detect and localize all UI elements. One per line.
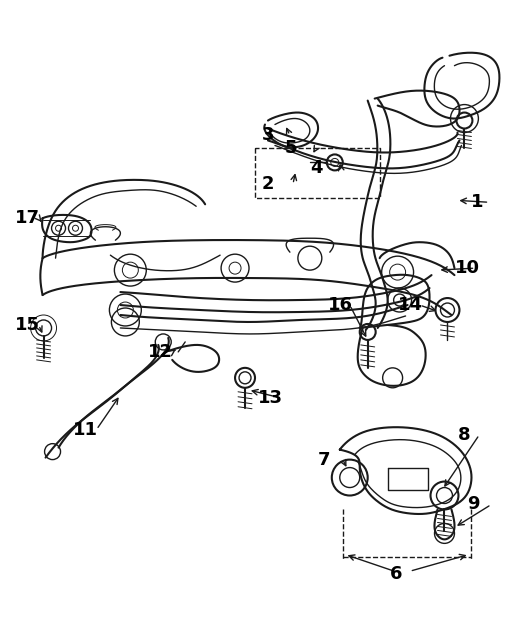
Text: 11: 11 xyxy=(73,421,97,439)
Text: 15: 15 xyxy=(15,316,39,334)
Text: 3: 3 xyxy=(262,126,274,144)
Text: 5: 5 xyxy=(285,139,297,158)
Text: 8: 8 xyxy=(457,426,470,443)
Text: 7: 7 xyxy=(318,451,330,468)
Text: 1: 1 xyxy=(472,193,484,211)
Text: 13: 13 xyxy=(258,389,283,407)
Text: 2: 2 xyxy=(262,175,274,193)
Text: 10: 10 xyxy=(455,259,479,277)
Text: 9: 9 xyxy=(467,495,480,514)
Text: 6: 6 xyxy=(390,565,402,583)
Text: 4: 4 xyxy=(310,160,323,177)
Text: 12: 12 xyxy=(148,343,173,361)
Text: 16: 16 xyxy=(328,296,353,314)
Text: 14: 14 xyxy=(398,296,422,314)
Text: 17: 17 xyxy=(15,209,39,227)
